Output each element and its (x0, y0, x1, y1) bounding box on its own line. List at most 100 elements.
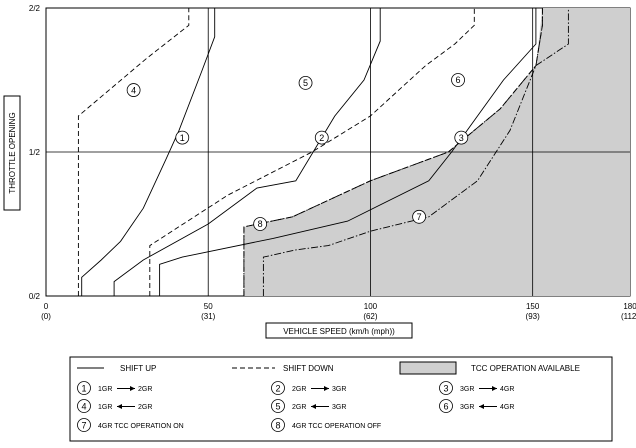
legend-number-circle (77, 399, 91, 413)
legend-number: 5 (275, 402, 280, 412)
marker-label: 5 (303, 78, 308, 88)
legend-number: 3 (443, 384, 448, 394)
x-axis-title-text: VEHICLE SPEED (km/h (mph)) (283, 327, 395, 336)
shift-up-label: SHIFT UP (120, 364, 156, 373)
marker-circle (175, 130, 190, 145)
x-tick-sublabel: (112) (621, 312, 636, 321)
legend-number-circle (271, 418, 285, 432)
x-tick-label: 180 (623, 302, 636, 311)
tcc-swatch (399, 361, 457, 375)
shift-line-1 (81, 8, 216, 296)
x-tick-label: 100 (364, 302, 378, 311)
legend-number-circle (77, 381, 91, 395)
line-marker-5: 5 (298, 75, 313, 90)
marker-circle (314, 130, 329, 145)
y-tick-label: 1/2 (29, 148, 41, 157)
legend-number-circle (271, 381, 285, 395)
legend-number-circle (271, 399, 285, 413)
legend-items: 1 1GR 2GR 2 2GR 3GR 3 3GR 4GR 4 1GR 2GR 5 2GR 3GR 6 3GR 4… (77, 381, 514, 432)
series-layer (77, 8, 569, 296)
legend-from-gear: 3GR (460, 404, 474, 411)
legend-item-text: 4GR TCC OPERATION OFF (292, 423, 381, 430)
legend-arrow-head (324, 386, 329, 391)
marker-label: 3 (459, 133, 464, 143)
legend-arrow-head (492, 386, 497, 391)
plot-area: 1 2 3 4 5 6 7 8 (45, 7, 631, 297)
legend-number: 1 (81, 384, 86, 394)
legend-from-gear: 3GR (460, 386, 474, 393)
marker-layer: 1 2 3 4 5 6 7 8 (126, 73, 469, 231)
shift-line-2 (113, 8, 381, 296)
x-tick-label: 150 (526, 302, 540, 311)
legend-number: 7 (81, 421, 86, 431)
marker-label: 6 (456, 75, 461, 85)
x-tick-layer: 0(0) 50(31) 100(62) 150(93) 180(112) (41, 302, 636, 321)
legend-number: 8 (275, 421, 280, 431)
legend-from-gear: 1GR (98, 386, 112, 393)
legend-from-gear: 1GR (98, 404, 112, 411)
legend-from-gear: 2GR (292, 386, 306, 393)
y-tick-layer: 0/2 1/2 2/2 (29, 4, 41, 301)
grid-layer (46, 8, 630, 296)
line-marker-6: 6 (451, 73, 465, 87)
legend-to-gear: 4GR (500, 404, 514, 411)
marker-label: 2 (319, 133, 324, 143)
marker-label: 4 (131, 85, 136, 95)
marker-circle (451, 73, 465, 87)
marker-circle (454, 130, 469, 145)
legend-to-gear: 3GR (332, 386, 346, 393)
legend-item-4: 4 1GR 2GR (77, 399, 152, 413)
y-axis-title: THROTTLE OPENING (3, 95, 21, 211)
x-tick-label: 50 (204, 302, 213, 311)
legend-number-circle (439, 399, 453, 413)
x-tick-sublabel: (31) (201, 312, 216, 321)
line-marker-7: 7 (412, 209, 427, 224)
line-marker-4: 4 (126, 83, 141, 97)
legend-number-circle (439, 381, 453, 395)
marker-circle (298, 75, 313, 90)
y-tick-label: 2/2 (29, 4, 41, 13)
marker-circle (412, 209, 427, 224)
legend-to-gear: 4GR (500, 386, 514, 393)
legend-number: 6 (443, 402, 448, 412)
x-tick-label: 0 (44, 302, 49, 311)
marker-circle (253, 217, 268, 231)
legend-arrow-head (117, 404, 122, 409)
legend-number-circle (77, 418, 91, 432)
legend-from-gear: 2GR (292, 404, 306, 411)
legend-arrow-head (130, 386, 135, 391)
legend-to-gear: 2GR (138, 404, 152, 411)
line-marker-1: 1 (175, 130, 190, 145)
x-axis-title-box (265, 322, 413, 339)
shift-line-4 (77, 8, 190, 296)
x-axis-title: VEHICLE SPEED (km/h (mph)) (265, 322, 413, 339)
tcc-area (243, 8, 630, 296)
line-marker-3: 3 (454, 130, 469, 145)
legend-item-5: 5 2GR 3GR (271, 399, 346, 413)
legend-to-gear: 2GR (138, 386, 152, 393)
tcc-label: TCC OPERATION AVAILABLE (471, 364, 580, 373)
marker-circle (126, 83, 141, 97)
y-axis-title-box (3, 95, 21, 211)
y-tick-label: 0/2 (29, 292, 41, 301)
legend-item-6: 6 3GR 4GR (439, 399, 514, 413)
legend-item-1: 1 1GR 2GR (77, 381, 152, 395)
marker-label: 8 (258, 219, 263, 229)
legend-to-gear: 3GR (332, 404, 346, 411)
legend-number: 4 (81, 402, 86, 412)
line-marker-8: 8 (253, 217, 268, 231)
legend-item-3: 3 3GR 4GR (439, 381, 514, 395)
legend-arrow-head (479, 404, 484, 409)
tcc-area-layer (243, 8, 630, 296)
legend-number: 2 (275, 384, 280, 394)
shift-line-5 (149, 8, 475, 296)
x-tick-sublabel: (93) (526, 312, 541, 321)
legend-arrow-head (311, 404, 316, 409)
legend-item-text: 4GR TCC OPERATION ON (98, 423, 184, 430)
legend-frame (69, 356, 613, 442)
shift-line-8 (243, 8, 543, 296)
legend-item-7: 7 4GR TCC OPERATION ON (77, 418, 184, 432)
x-tick-sublabel: (0) (41, 312, 51, 321)
y-axis-title-text: THROTTLE OPENING (8, 112, 17, 193)
